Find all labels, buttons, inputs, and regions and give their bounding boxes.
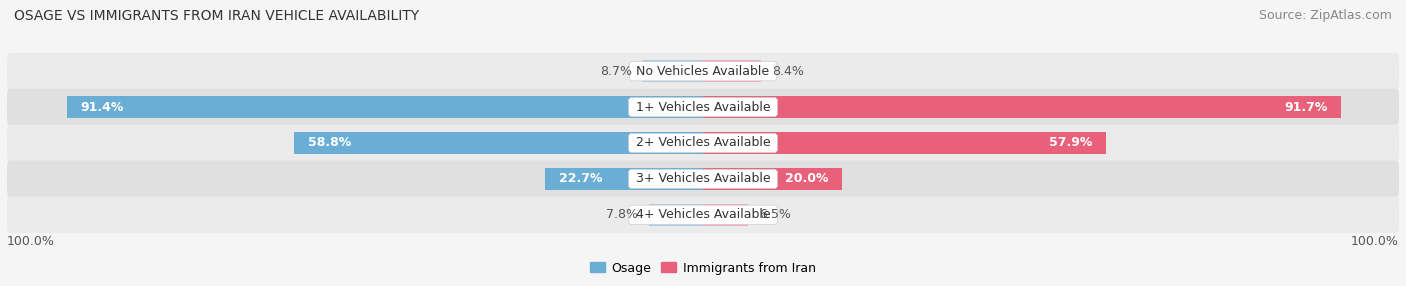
Text: 8.4%: 8.4% bbox=[772, 65, 804, 78]
Bar bbox=[703, 132, 1107, 154]
Text: 22.7%: 22.7% bbox=[560, 172, 602, 185]
Text: 20.0%: 20.0% bbox=[785, 172, 828, 185]
Text: 1+ Vehicles Available: 1+ Vehicles Available bbox=[631, 101, 775, 114]
Text: 57.9%: 57.9% bbox=[1049, 136, 1092, 150]
FancyBboxPatch shape bbox=[7, 160, 1399, 197]
FancyBboxPatch shape bbox=[7, 196, 1399, 233]
Bar bbox=[648, 204, 703, 226]
Text: OSAGE VS IMMIGRANTS FROM IRAN VEHICLE AVAILABILITY: OSAGE VS IMMIGRANTS FROM IRAN VEHICLE AV… bbox=[14, 9, 419, 23]
Bar bbox=[294, 132, 703, 154]
Bar bbox=[67, 96, 703, 118]
Text: 100.0%: 100.0% bbox=[1351, 235, 1399, 247]
Text: 3+ Vehicles Available: 3+ Vehicles Available bbox=[631, 172, 775, 185]
Bar bbox=[703, 204, 748, 226]
Text: 4+ Vehicles Available: 4+ Vehicles Available bbox=[631, 208, 775, 221]
Text: 100.0%: 100.0% bbox=[7, 235, 55, 247]
Bar bbox=[703, 168, 842, 190]
Text: No Vehicles Available: No Vehicles Available bbox=[633, 65, 773, 78]
FancyBboxPatch shape bbox=[7, 89, 1399, 126]
Bar bbox=[546, 168, 703, 190]
Bar bbox=[703, 96, 1341, 118]
Text: 7.8%: 7.8% bbox=[606, 208, 638, 221]
Bar bbox=[703, 60, 762, 82]
Bar bbox=[643, 60, 703, 82]
FancyBboxPatch shape bbox=[7, 125, 1399, 161]
Text: 8.7%: 8.7% bbox=[600, 65, 633, 78]
Text: 6.5%: 6.5% bbox=[759, 208, 790, 221]
Text: 91.4%: 91.4% bbox=[80, 101, 124, 114]
Text: 58.8%: 58.8% bbox=[308, 136, 352, 150]
Text: 2+ Vehicles Available: 2+ Vehicles Available bbox=[631, 136, 775, 150]
FancyBboxPatch shape bbox=[7, 53, 1399, 90]
Text: 91.7%: 91.7% bbox=[1284, 101, 1327, 114]
Text: Source: ZipAtlas.com: Source: ZipAtlas.com bbox=[1258, 9, 1392, 21]
Legend: Osage, Immigrants from Iran: Osage, Immigrants from Iran bbox=[585, 257, 821, 279]
